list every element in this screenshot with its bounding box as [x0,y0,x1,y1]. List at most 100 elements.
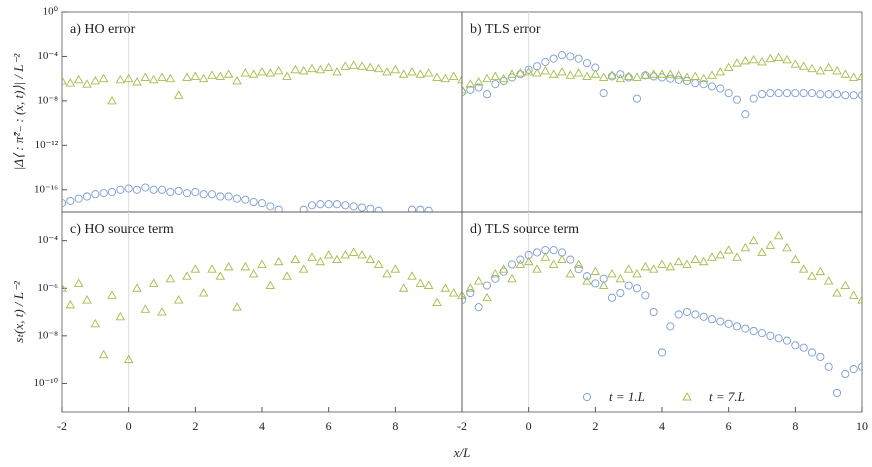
point [841,369,850,379]
point [73,74,84,84]
x-tick-label: 0 [526,419,532,433]
point [132,185,142,194]
point [832,65,842,75]
y-axis-label: sₜ(x, t) / L⁻² [11,280,26,343]
point [382,67,392,76]
point [240,261,251,271]
point [315,64,326,74]
point [590,266,601,276]
point [757,329,767,338]
point [774,89,783,98]
panel-frame [61,211,463,413]
point [673,256,684,266]
point [607,269,617,278]
point [241,195,250,204]
point [398,69,409,78]
legend-label: t = 1.L [609,389,645,404]
point [73,278,84,287]
point [749,94,758,103]
point [590,69,601,78]
point [616,288,625,298]
point [582,59,592,68]
point [190,264,201,273]
point [474,303,483,312]
point [565,269,576,278]
point [757,57,767,66]
point [298,65,309,75]
point [490,269,501,278]
point [507,260,517,269]
x-tick-label: 2 [592,419,598,433]
point [849,365,858,374]
point [723,245,734,254]
point [407,67,417,76]
point [698,73,709,83]
point [191,187,200,197]
point [462,290,467,299]
point [265,280,276,289]
point [798,264,809,273]
point [674,310,683,319]
point [824,90,833,99]
point [207,190,217,199]
point [124,184,133,193]
point [182,271,192,280]
points [462,51,862,119]
x-tick-label: 4 [259,419,265,433]
point [390,64,401,74]
point [723,62,734,72]
point [848,290,859,299]
point [157,307,167,316]
point [682,259,692,268]
point [566,255,575,264]
point [498,264,509,273]
point [415,69,426,78]
point [790,59,801,68]
x-tick-label: -2 [57,419,67,433]
point [640,70,651,79]
point [148,278,159,287]
point [491,274,500,283]
point [573,68,584,77]
point [223,69,234,78]
point [849,91,858,100]
points [62,247,462,364]
point [482,281,492,290]
x-tick-label: -2 [457,419,467,433]
point [174,186,183,195]
point [448,288,459,297]
point [549,54,558,63]
point [115,311,126,321]
point [173,90,184,99]
point [198,73,209,83]
point [691,79,700,88]
point [415,278,426,287]
point [724,89,733,98]
point [557,67,567,76]
point [857,91,862,100]
point [732,95,742,104]
point [740,242,751,252]
point [566,52,575,61]
point [340,250,351,259]
panel-title: c) HO source term [70,222,174,237]
point [316,200,325,209]
panel-frame [461,11,863,213]
point [107,95,117,105]
point [807,348,817,357]
points [62,60,462,212]
x-tick-label: 6 [326,419,332,433]
point [732,322,742,331]
point [799,343,808,352]
point [282,271,292,280]
x-tick-label: 4 [659,419,665,433]
point [540,65,551,75]
point [549,246,558,255]
point [773,52,784,62]
point [524,65,533,74]
point [123,354,134,364]
point [641,291,650,300]
point [357,61,367,70]
point [815,266,826,276]
legend-label: t = 7.L [709,389,745,404]
